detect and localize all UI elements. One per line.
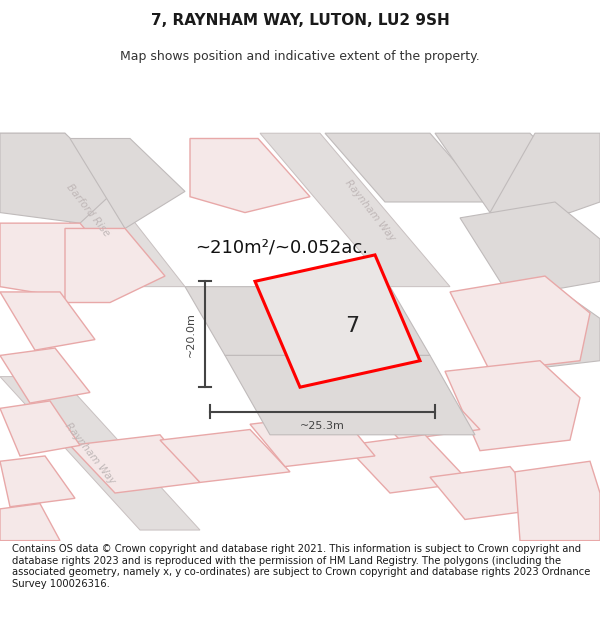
Text: 7: 7 (346, 316, 359, 336)
Polygon shape (65, 229, 165, 302)
Polygon shape (225, 356, 475, 435)
Text: ~25.3m: ~25.3m (300, 421, 345, 431)
Polygon shape (0, 504, 60, 541)
Polygon shape (515, 461, 600, 541)
Polygon shape (435, 133, 580, 212)
Text: Raynham Way: Raynham Way (343, 178, 397, 243)
Polygon shape (0, 377, 200, 530)
Polygon shape (460, 287, 600, 371)
Polygon shape (0, 292, 95, 350)
Polygon shape (0, 133, 185, 287)
Text: Raynham Way: Raynham Way (63, 421, 117, 486)
Polygon shape (260, 133, 450, 287)
Polygon shape (450, 276, 590, 371)
Text: Barford Rise: Barford Rise (64, 182, 112, 239)
Polygon shape (250, 414, 375, 466)
Polygon shape (430, 466, 545, 519)
Polygon shape (160, 429, 290, 483)
Polygon shape (0, 133, 120, 223)
Polygon shape (445, 361, 580, 451)
Text: ~20.0m: ~20.0m (186, 312, 196, 357)
Text: ~210m²/~0.052ac.: ~210m²/~0.052ac. (195, 239, 368, 256)
Polygon shape (350, 377, 480, 440)
Polygon shape (0, 456, 75, 507)
Polygon shape (0, 348, 90, 403)
Polygon shape (325, 133, 490, 202)
Text: Contains OS data © Crown copyright and database right 2021. This information is : Contains OS data © Crown copyright and d… (12, 544, 590, 589)
Polygon shape (460, 202, 600, 298)
Polygon shape (70, 139, 185, 229)
Text: 7, RAYNHAM WAY, LUTON, LU2 9SH: 7, RAYNHAM WAY, LUTON, LU2 9SH (151, 12, 449, 28)
Polygon shape (0, 401, 80, 456)
Text: Map shows position and indicative extent of the property.: Map shows position and indicative extent… (120, 49, 480, 62)
Polygon shape (255, 255, 420, 387)
Polygon shape (70, 435, 200, 493)
Polygon shape (490, 133, 600, 212)
Polygon shape (0, 223, 120, 298)
Polygon shape (185, 287, 430, 356)
Polygon shape (345, 435, 470, 493)
Polygon shape (190, 139, 310, 212)
